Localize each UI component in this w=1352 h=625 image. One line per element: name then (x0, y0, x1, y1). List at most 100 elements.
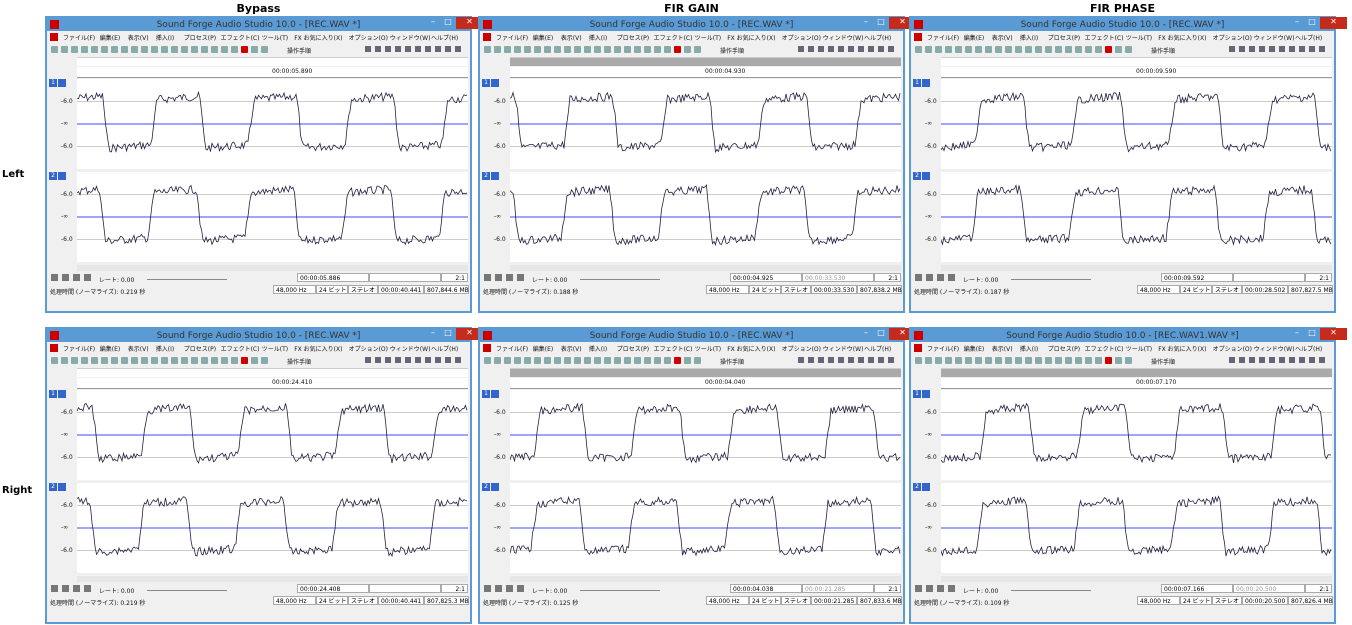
tool-icon[interactable] (504, 357, 511, 364)
tool-icon[interactable] (1075, 46, 1082, 53)
tool-icon[interactable] (111, 46, 118, 53)
menu-item[interactable]: 表示(V) (560, 346, 582, 353)
tool-icon[interactable] (664, 357, 671, 364)
transport-icon[interactable] (868, 46, 874, 52)
tool-icon[interactable] (574, 357, 581, 364)
toolbar-label[interactable]: 操作手順 (287, 48, 312, 55)
menu-item[interactable]: エフェクト(C) (653, 35, 693, 42)
menu-item[interactable]: 挿入(I) (155, 346, 175, 353)
menu-item[interactable]: 編集(E) (99, 346, 121, 353)
transport-icon[interactable] (405, 357, 411, 363)
tool-icon[interactable] (241, 357, 248, 364)
tool-icon[interactable] (261, 46, 268, 53)
transport-icon[interactable] (1229, 46, 1235, 52)
menu-item[interactable]: オプション(O) (1212, 35, 1252, 42)
menu-item[interactable]: 表示(V) (127, 35, 149, 42)
transport-icon[interactable] (818, 46, 824, 52)
tool-icon[interactable] (1005, 46, 1012, 53)
tool-icon[interactable] (604, 357, 611, 364)
tool-icon[interactable] (945, 357, 952, 364)
tool-icon[interactable] (965, 46, 972, 53)
transport-icon[interactable] (375, 46, 381, 52)
transport-button[interactable] (937, 585, 944, 592)
menu-item[interactable]: FX お気に入り(X) (727, 35, 776, 42)
tool-icon[interactable] (1125, 357, 1132, 364)
transport-button[interactable] (51, 274, 58, 281)
transport-icon[interactable] (395, 357, 401, 363)
menu-item[interactable]: 編集(E) (963, 35, 985, 42)
channel-button[interactable] (922, 172, 930, 180)
window-button[interactable]: – (1290, 328, 1304, 340)
transport-icon[interactable] (415, 357, 421, 363)
tool-icon[interactable] (634, 357, 641, 364)
transport-icon[interactable] (445, 357, 451, 363)
transport-icon[interactable] (828, 357, 834, 363)
tool-icon[interactable] (644, 46, 651, 53)
tool-icon[interactable] (654, 357, 661, 364)
tool-icon[interactable] (925, 357, 932, 364)
tool-icon[interactable] (614, 46, 621, 53)
menu-item[interactable]: ファイル(F) (927, 346, 960, 353)
tool-icon[interactable] (151, 46, 158, 53)
tool-icon[interactable] (925, 46, 932, 53)
transport-icon[interactable] (878, 46, 884, 52)
window-button[interactable]: – (426, 328, 440, 340)
menu-item[interactable]: 挿入(I) (588, 35, 608, 42)
transport-icon[interactable] (878, 357, 884, 363)
menu-item[interactable]: オプション(O) (1212, 346, 1252, 353)
menu-item[interactable]: プロセス(P) (1047, 35, 1081, 42)
transport-icon[interactable] (808, 357, 814, 363)
transport-icon[interactable] (888, 357, 894, 363)
tool-icon[interactable] (624, 357, 631, 364)
transport-icon[interactable] (1269, 46, 1275, 52)
tool-icon[interactable] (1045, 46, 1052, 53)
tool-icon[interactable] (221, 357, 228, 364)
transport-icon[interactable] (1309, 46, 1315, 52)
toolbar-label[interactable]: 操作手順 (720, 48, 745, 55)
tool-icon[interactable] (594, 46, 601, 53)
transport-button[interactable] (915, 585, 922, 592)
menu-item[interactable]: ウィンドウ(W) (389, 35, 431, 42)
menu-item[interactable]: ヘルプ(H) (864, 346, 892, 353)
tool-icon[interactable] (604, 46, 611, 53)
tool-icon[interactable] (915, 357, 922, 364)
transport-icon[interactable] (435, 357, 441, 363)
tool-icon[interactable] (191, 46, 198, 53)
menu-item[interactable]: ファイル(F) (496, 346, 529, 353)
transport-icon[interactable] (808, 46, 814, 52)
tool-icon[interactable] (241, 46, 248, 53)
transport-button[interactable] (506, 585, 513, 592)
menu-item[interactable]: オプション(O) (348, 35, 388, 42)
transport-icon[interactable] (798, 357, 804, 363)
tool-icon[interactable] (181, 357, 188, 364)
menu-item[interactable]: オプション(O) (781, 35, 821, 42)
tool-icon[interactable] (131, 46, 138, 53)
tool-icon[interactable] (554, 357, 561, 364)
tool-icon[interactable] (935, 46, 942, 53)
menu-item[interactable]: ファイル(F) (927, 35, 960, 42)
tool-icon[interactable] (614, 357, 621, 364)
transport-icon[interactable] (1299, 46, 1305, 52)
menu-item[interactable]: ヘルプ(H) (1295, 35, 1323, 42)
transport-icon[interactable] (1309, 357, 1315, 363)
menu-item[interactable]: ヘルプ(H) (1295, 346, 1323, 353)
tool-icon[interactable] (1075, 357, 1082, 364)
transport-button[interactable] (495, 585, 502, 592)
tool-icon[interactable] (484, 357, 491, 364)
menu-item[interactable]: ファイル(F) (63, 35, 96, 42)
menu-item[interactable]: ウィンドウ(W) (822, 346, 864, 353)
transport-icon[interactable] (375, 357, 381, 363)
transport-icon[interactable] (455, 357, 461, 363)
transport-icon[interactable] (868, 357, 874, 363)
tool-icon[interactable] (554, 46, 561, 53)
tool-icon[interactable] (1115, 46, 1122, 53)
tool-icon[interactable] (231, 46, 238, 53)
window-button[interactable]: □ (874, 17, 888, 29)
tool-icon[interactable] (1005, 357, 1012, 364)
tool-icon[interactable] (1035, 46, 1042, 53)
transport-button[interactable] (84, 274, 91, 281)
window-button[interactable]: □ (441, 328, 455, 340)
tool-icon[interactable] (1045, 357, 1052, 364)
window-button[interactable]: ✕ (456, 17, 483, 29)
transport-icon[interactable] (445, 46, 451, 52)
